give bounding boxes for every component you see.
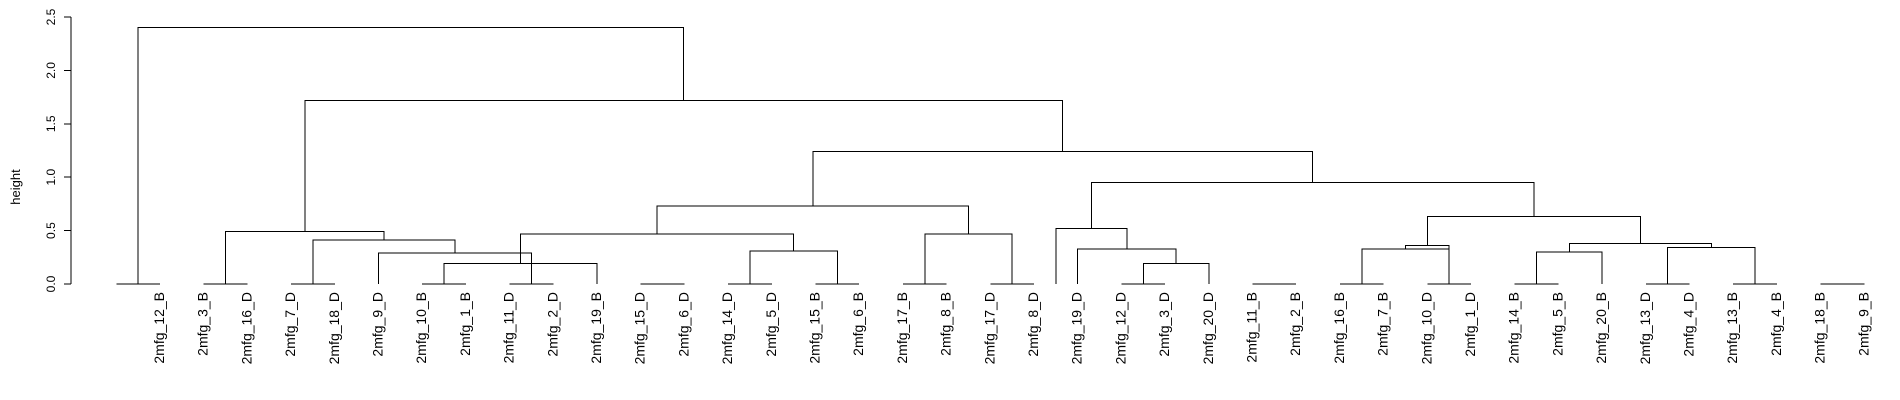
dendrogram-branch (312, 239, 456, 284)
dendrogram-branch (1426, 216, 1641, 246)
leaf-label: 2mfg_14_B (1506, 292, 1522, 364)
y-axis-label: height (8, 169, 23, 205)
leaf-label: 2mfg_3_D (1156, 292, 1172, 357)
leaf-label: 2mfg_9_D (370, 292, 386, 357)
dendrogram-branch (1536, 251, 1603, 284)
leaf-label: 2mfg_15_D (632, 292, 648, 364)
leaf-label: 2mfg_20_B (1593, 292, 1609, 364)
dendrogram-branch (656, 205, 969, 234)
leaf-label: 2mfg_1_D (1462, 292, 1478, 357)
leaf-label: 2mfg_10_B (413, 292, 429, 364)
dendrogram-branch (1077, 248, 1177, 284)
leaf-label: 2mfg_8_B (938, 292, 954, 356)
y-tick-label: 1.0 (44, 169, 58, 186)
y-tick-label: 0.0 (44, 275, 58, 292)
dendrogram-branch (520, 233, 795, 264)
leaf-label: 2mfg_12_D (1112, 292, 1128, 364)
leaf-label: 2mfg_11_D (501, 292, 517, 363)
leaf-label: 2mfg_2_D (544, 292, 560, 357)
dendrogram-branch (137, 27, 685, 284)
leaf-label: 2mfg_4_D (1681, 292, 1697, 357)
y-tick-label: 0.5 (44, 222, 58, 239)
leaf-label: 2mfg_12_B (151, 292, 167, 364)
dendrogram-branch (749, 250, 838, 284)
leaf-label: 2mfg_11_B (1244, 292, 1260, 363)
dendrogram-branch (225, 231, 385, 284)
leaf-label: 2mfg_7_B (1375, 292, 1391, 356)
leaf-label: 2mfg_17_D (981, 292, 997, 364)
leaf-label: 2mfg_18_D (326, 292, 342, 364)
leaf-label: 2mfg_8_D (1025, 292, 1041, 357)
leaf-label: 2mfg_3_B (195, 292, 211, 356)
dendrogram-branch (1361, 248, 1450, 284)
leaf-label: 2mfg_13_D (1637, 292, 1653, 364)
leaf-label: 2mfg_13_B (1724, 292, 1740, 364)
y-tick-label: 2.5 (44, 8, 58, 25)
leaf-label: 2mfg_6_D (675, 292, 691, 357)
leaf-labels: 2mfg_12_B 2mfg_3_B 2mfg_16_D 2mfg_7_D 2mfg_1… (151, 292, 1871, 364)
leaf-label: 2mfg_17_B (894, 292, 910, 364)
dendrogram-branch (378, 252, 532, 284)
dendrogram-tree (116, 27, 1865, 285)
leaf-label: 2mfg_15_B (807, 292, 823, 364)
dendrogram-branch (1404, 245, 1450, 284)
leaf-label: 2mfg_20_D (1200, 292, 1216, 364)
dendrogram-branch (1090, 182, 1535, 229)
dendrogram-branch (1142, 263, 1210, 284)
dendrogram-branch (812, 151, 1314, 207)
leaf-label: 2mfg_6_B (850, 292, 866, 356)
leaf-label: 2mfg_7_D (282, 292, 298, 357)
leaf-label: 2mfg_14_D (719, 292, 735, 364)
leaf-label: 2mfg_1_B (457, 292, 473, 356)
y-axis: 0.0 0.5 1.0 1.5 2.0 2.5 (44, 8, 72, 292)
dendrogram-branch (304, 99, 1064, 232)
dendrogram-branch (1055, 227, 1128, 284)
leaf-label: 2mfg_19_B (588, 292, 604, 364)
leaf-label: 2mfg_5_D (763, 292, 779, 357)
dendrogram-branch (443, 263, 598, 284)
leaf-label: 2mfg_16_B (1331, 292, 1347, 364)
leaf-label: 2mfg_9_B (1855, 292, 1871, 356)
dendrogram-branch (1667, 247, 1756, 284)
leaf-label: 2mfg_16_D (238, 292, 254, 364)
y-tick-label: 2.0 (44, 62, 58, 79)
leaf-label: 2mfg_4_B (1768, 292, 1784, 356)
dendrogram-branch (924, 233, 1013, 284)
leaf-label: 2mfg_5_B (1549, 292, 1565, 356)
leaf-label: 2mfg_18_B (1812, 292, 1828, 364)
y-tick-label: 1.5 (44, 115, 58, 132)
leaf-label: 2mfg_10_D (1418, 292, 1434, 364)
leaf-label: 2mfg_19_D (1069, 292, 1085, 364)
leaf-label: 2mfg_2_B (1287, 292, 1303, 356)
